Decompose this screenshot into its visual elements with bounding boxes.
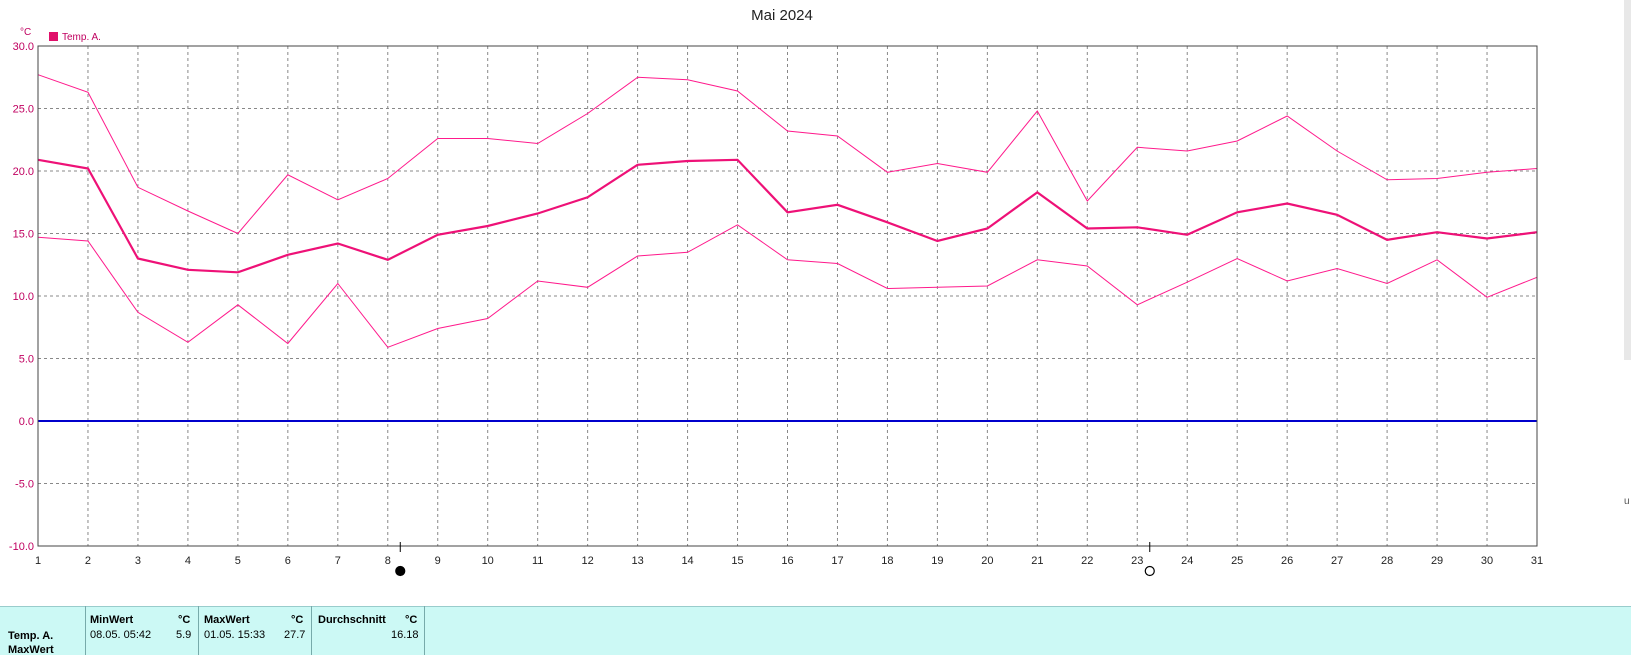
x-tick-label: 9 xyxy=(435,555,441,567)
y-tick-label: 30.0 xyxy=(13,41,34,53)
max-time: 01.05. 15:33 xyxy=(204,629,266,641)
min-header: MinWert xyxy=(90,614,134,626)
y-tick-label: -10.0 xyxy=(9,541,34,553)
min-time: 08.05. 05:42 xyxy=(90,629,152,641)
series-line-max xyxy=(37,74,1538,235)
x-tick-label: 26 xyxy=(1281,555,1293,567)
x-tick-label: 31 xyxy=(1531,555,1543,567)
avg-header: Durchschnitt xyxy=(318,614,386,626)
new-moon-icon xyxy=(395,565,406,577)
series-line-durchschnitt xyxy=(37,158,1538,274)
x-tick-label: 29 xyxy=(1431,555,1443,567)
x-tick-label: 27 xyxy=(1331,555,1343,567)
x-tick-label: 2 xyxy=(85,555,91,567)
col-separator xyxy=(85,606,86,655)
max-header: MaxWert xyxy=(204,614,250,626)
x-tick-label: 3 xyxy=(135,555,141,567)
row-label: Temp. A. xyxy=(8,630,54,642)
x-tick-label: 14 xyxy=(681,555,693,567)
moon-phase-markers xyxy=(395,542,1155,577)
temperature-chart: Mai 2024 °C Temp. A. 1 2 3 4 5 6 7 8 9 10 11 12 13 14… xyxy=(9,7,1543,577)
avg-value: 16.18 xyxy=(391,629,419,641)
x-tick-label: 15 xyxy=(731,555,743,567)
y-tick-label: 20.0 xyxy=(13,166,34,178)
x-tick-label: 17 xyxy=(831,555,843,567)
y-tick-label: 0.0 xyxy=(19,416,34,428)
x-tick-label: 1 xyxy=(35,555,41,567)
y-tick-label: -5.0 xyxy=(15,479,34,491)
x-tick-label: 30 xyxy=(1481,555,1493,567)
x-tick-label: 20 xyxy=(981,555,993,567)
max-unit: °C xyxy=(291,614,304,626)
x-tick-label: 12 xyxy=(582,555,594,567)
legend-swatch xyxy=(49,32,58,41)
side-label: u xyxy=(1624,496,1630,507)
col-separator xyxy=(424,606,425,655)
col-separator xyxy=(311,606,312,655)
x-tick-label: 6 xyxy=(285,555,291,567)
x-tick-label: 5 xyxy=(235,555,241,567)
x-tick-label: 16 xyxy=(781,555,793,567)
y-tick-label: 15.0 xyxy=(13,229,34,241)
scrollbar[interactable] xyxy=(1624,0,1631,360)
series-layer xyxy=(37,74,1538,348)
chart-title: Mai 2024 xyxy=(751,7,813,24)
x-tick-label: 19 xyxy=(931,555,943,567)
y-tick-label: 10.0 xyxy=(13,291,34,303)
legend-label: Temp. A. xyxy=(62,32,101,43)
x-tick-label: 21 xyxy=(1031,555,1043,567)
x-tick-label: 13 xyxy=(631,555,643,567)
series-line-min xyxy=(37,224,1538,348)
table-top-border xyxy=(0,606,1631,607)
x-tick-label: 22 xyxy=(1081,555,1093,567)
y-tick-label: 25.0 xyxy=(13,104,34,116)
axis-ticks: 1 2 3 4 5 6 7 8 9 10 11 12 13 14 15 16 17 18 19 20 21 22 23 24 2… xyxy=(9,41,1543,567)
x-tick-label: 10 xyxy=(482,555,494,567)
x-tick-label: 24 xyxy=(1181,555,1193,567)
full-moon-icon xyxy=(1144,565,1155,577)
x-tick-label: 18 xyxy=(881,555,893,567)
x-tick-label: 8 xyxy=(385,555,391,567)
x-tick-label: 25 xyxy=(1231,555,1243,567)
min-unit: °C xyxy=(178,614,191,626)
x-tick-label: 11 xyxy=(532,555,543,567)
min-value: 5.9 xyxy=(176,629,192,641)
avg-unit: °C xyxy=(405,614,418,626)
row-label-cut: MaxWert xyxy=(8,644,54,656)
stats-table: Temp. A. MaxWert MinWert °C 08.05. 05:42… xyxy=(0,606,1631,656)
x-tick-label: 23 xyxy=(1131,555,1143,567)
x-tick-label: 4 xyxy=(185,555,191,567)
x-tick-label: 28 xyxy=(1381,555,1393,567)
max-value: 27.7 xyxy=(284,629,306,641)
plot-frame xyxy=(37,45,1538,547)
x-tick-label: 7 xyxy=(335,555,341,567)
grid xyxy=(38,46,1537,546)
y-axis-unit: °C xyxy=(20,27,31,38)
col-separator xyxy=(198,606,199,655)
y-tick-label: 5.0 xyxy=(19,354,34,366)
